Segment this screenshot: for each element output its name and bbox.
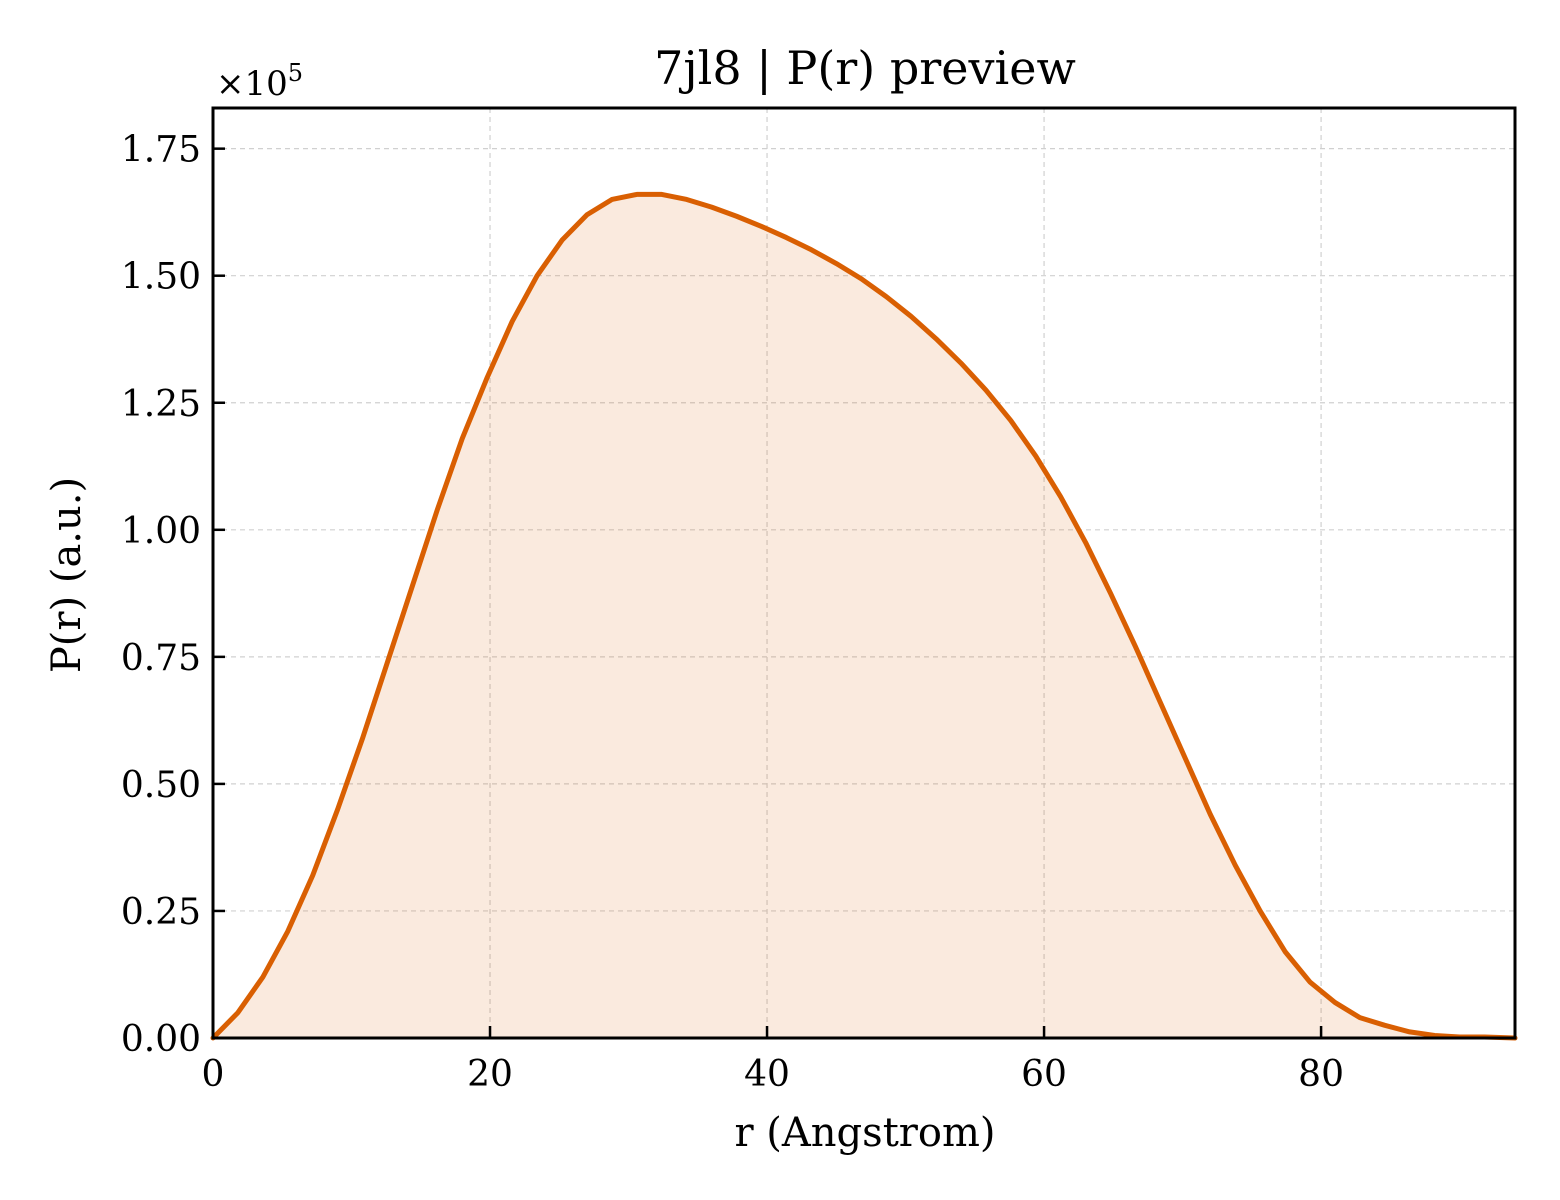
x-tick-label: 0 xyxy=(202,1054,225,1095)
x-tick-label: 20 xyxy=(467,1054,513,1095)
y-tick-label: 1.50 xyxy=(121,257,201,298)
y-tick-label: 1.25 xyxy=(121,384,201,425)
axes-layer xyxy=(211,106,1517,1040)
x-tick-label: 40 xyxy=(744,1054,790,1095)
y-offset-label: ×105 xyxy=(216,59,303,104)
chart-title: 7jl8 | P(r) preview xyxy=(654,41,1076,95)
series-line xyxy=(210,191,1518,1041)
y-tick-label: 0.00 xyxy=(121,1019,201,1060)
series-fill-area xyxy=(213,194,1515,1038)
grid-layer xyxy=(212,108,1515,1039)
y-offset-exponent: 5 xyxy=(288,59,303,87)
y-tick-label: 0.25 xyxy=(121,892,201,933)
y-axis-label: P(r) (a.u.) xyxy=(44,477,90,673)
line-layer xyxy=(210,191,1518,1041)
tick-layer: 0 20 40 60 80 0.00 0.25 0.50 0.75 1.00 1.25 1.50 1.7… xyxy=(121,130,1344,1095)
y-tick-label: 0.75 xyxy=(121,638,201,679)
x-axis-label: r (Angstrom) xyxy=(734,1110,995,1156)
plot-frame xyxy=(211,106,1517,1040)
y-tick-label: 1.00 xyxy=(121,511,201,552)
area-layer xyxy=(213,194,1515,1038)
y-offset-base: ×10 xyxy=(216,64,288,104)
y-tick-label: 0.50 xyxy=(121,765,201,806)
y-tick-label: 1.75 xyxy=(121,130,201,171)
x-tick-label: 60 xyxy=(1021,1054,1067,1095)
x-tick-label: 80 xyxy=(1298,1054,1344,1095)
